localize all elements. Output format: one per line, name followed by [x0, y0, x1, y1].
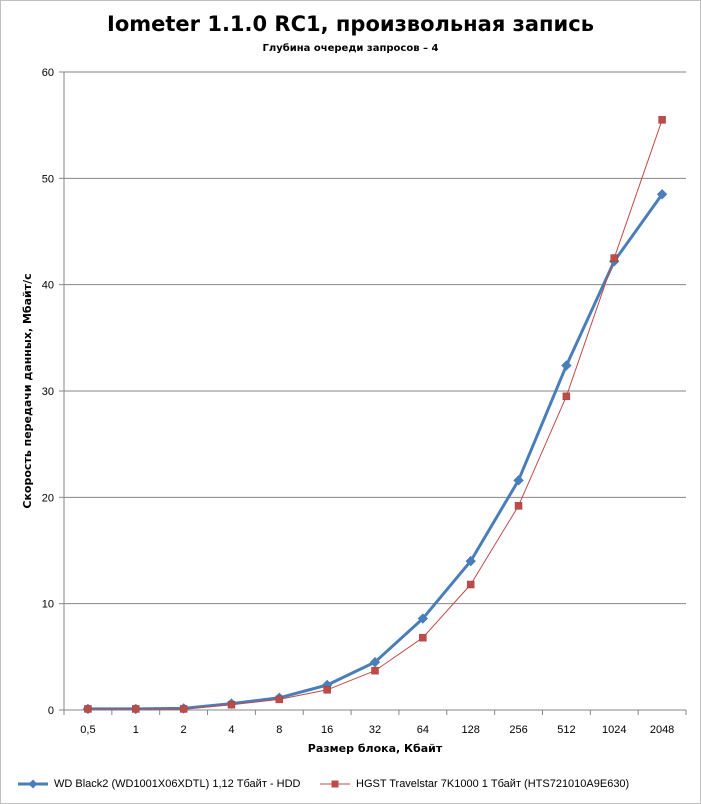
- series-1-point-3: [227, 700, 236, 709]
- series-1-point-7: [419, 633, 427, 642]
- series-1-point-10: [562, 392, 571, 401]
- y-tick-label-2: 20: [42, 492, 54, 504]
- x-tick-label-9: 256: [509, 724, 527, 736]
- legend-swatch-1: [320, 780, 350, 788]
- x-tick-label-2: 2: [181, 724, 187, 736]
- y-axis-title: Скорость передачи данных, Мбайт/с: [21, 273, 34, 508]
- series-0-point-9: [513, 475, 524, 486]
- series-line-0: [87, 193, 664, 711]
- x-tick-label-3: 4: [228, 724, 234, 736]
- series-1-point-1: [132, 705, 140, 713]
- chart-legend: WD Black2 (WD1001X06XDTL) 1,12 Тбайт - H…: [0, 774, 701, 798]
- series-0-point-12: [656, 189, 668, 200]
- x-tick-label-4: 8: [276, 724, 282, 736]
- legend-label-1: HGST Travelstar 7K1000 1 Тбайт (HTS72101…: [356, 778, 630, 790]
- legend-label-0: WD Black2 (WD1001X06XDTL) 1,12 Тбайт - H…: [54, 778, 301, 790]
- series-1-point-12: [658, 116, 666, 124]
- chart-title: Iometer 1.1.0 RC1, произвольная запись: [107, 12, 594, 36]
- x-tick-label-6: 32: [369, 724, 381, 736]
- y-tick-label-1: 10: [42, 599, 54, 611]
- x-tick-label-5: 16: [321, 724, 333, 736]
- series-1-point-2: [179, 705, 188, 713]
- legend-swatch-0: [18, 779, 48, 789]
- x-tick-label-7: 64: [417, 724, 429, 736]
- series-0-point-7: [417, 613, 429, 624]
- legend-item-1: HGST Travelstar 7K1000 1 Тбайт (HTS72101…: [320, 778, 629, 790]
- series-1-point-8: [466, 580, 475, 589]
- legend-item-0: WD Black2 (WD1001X06XDTL) 1,12 Тбайт - H…: [18, 778, 300, 790]
- x-tick-label-12: 2048: [650, 724, 674, 736]
- series-line-1: [87, 119, 663, 710]
- chart-subtitle: Глубина очереди запросов – 4: [262, 43, 439, 54]
- series-1-point-4: [275, 695, 284, 704]
- series-1-point-11: [610, 254, 618, 262]
- x-tick-label-11: 1024: [602, 724, 626, 736]
- x-tick-label-10: 512: [557, 724, 575, 736]
- y-tick-label-0: 0: [48, 705, 54, 717]
- x-tick-label-0: 0,5: [80, 724, 95, 736]
- series-0-point-6: [369, 656, 381, 668]
- y-tick-label-6: 60: [42, 67, 54, 79]
- x-tick-label-1: 1: [133, 724, 139, 736]
- y-tick-label-3: 30: [42, 386, 54, 398]
- y-tick-label-5: 50: [42, 173, 54, 185]
- x-tick-label-8: 128: [462, 724, 480, 736]
- series-1-point-0: [84, 705, 92, 713]
- series-0-point-8: [465, 555, 476, 567]
- series-1-point-6: [371, 666, 379, 675]
- series-0-point-10: [561, 360, 572, 371]
- chart-plot: 0 10 20 30 40 50 60 0,5 1 2 4 8 16 32 64 128 256 512 1024 2…: [21, 67, 687, 755]
- y-tick-label-4: 40: [42, 280, 54, 292]
- x-axis-title: Размер блока, Кбайт: [308, 742, 443, 755]
- series-1-point-9: [514, 502, 523, 510]
- series-1-point-5: [323, 686, 331, 694]
